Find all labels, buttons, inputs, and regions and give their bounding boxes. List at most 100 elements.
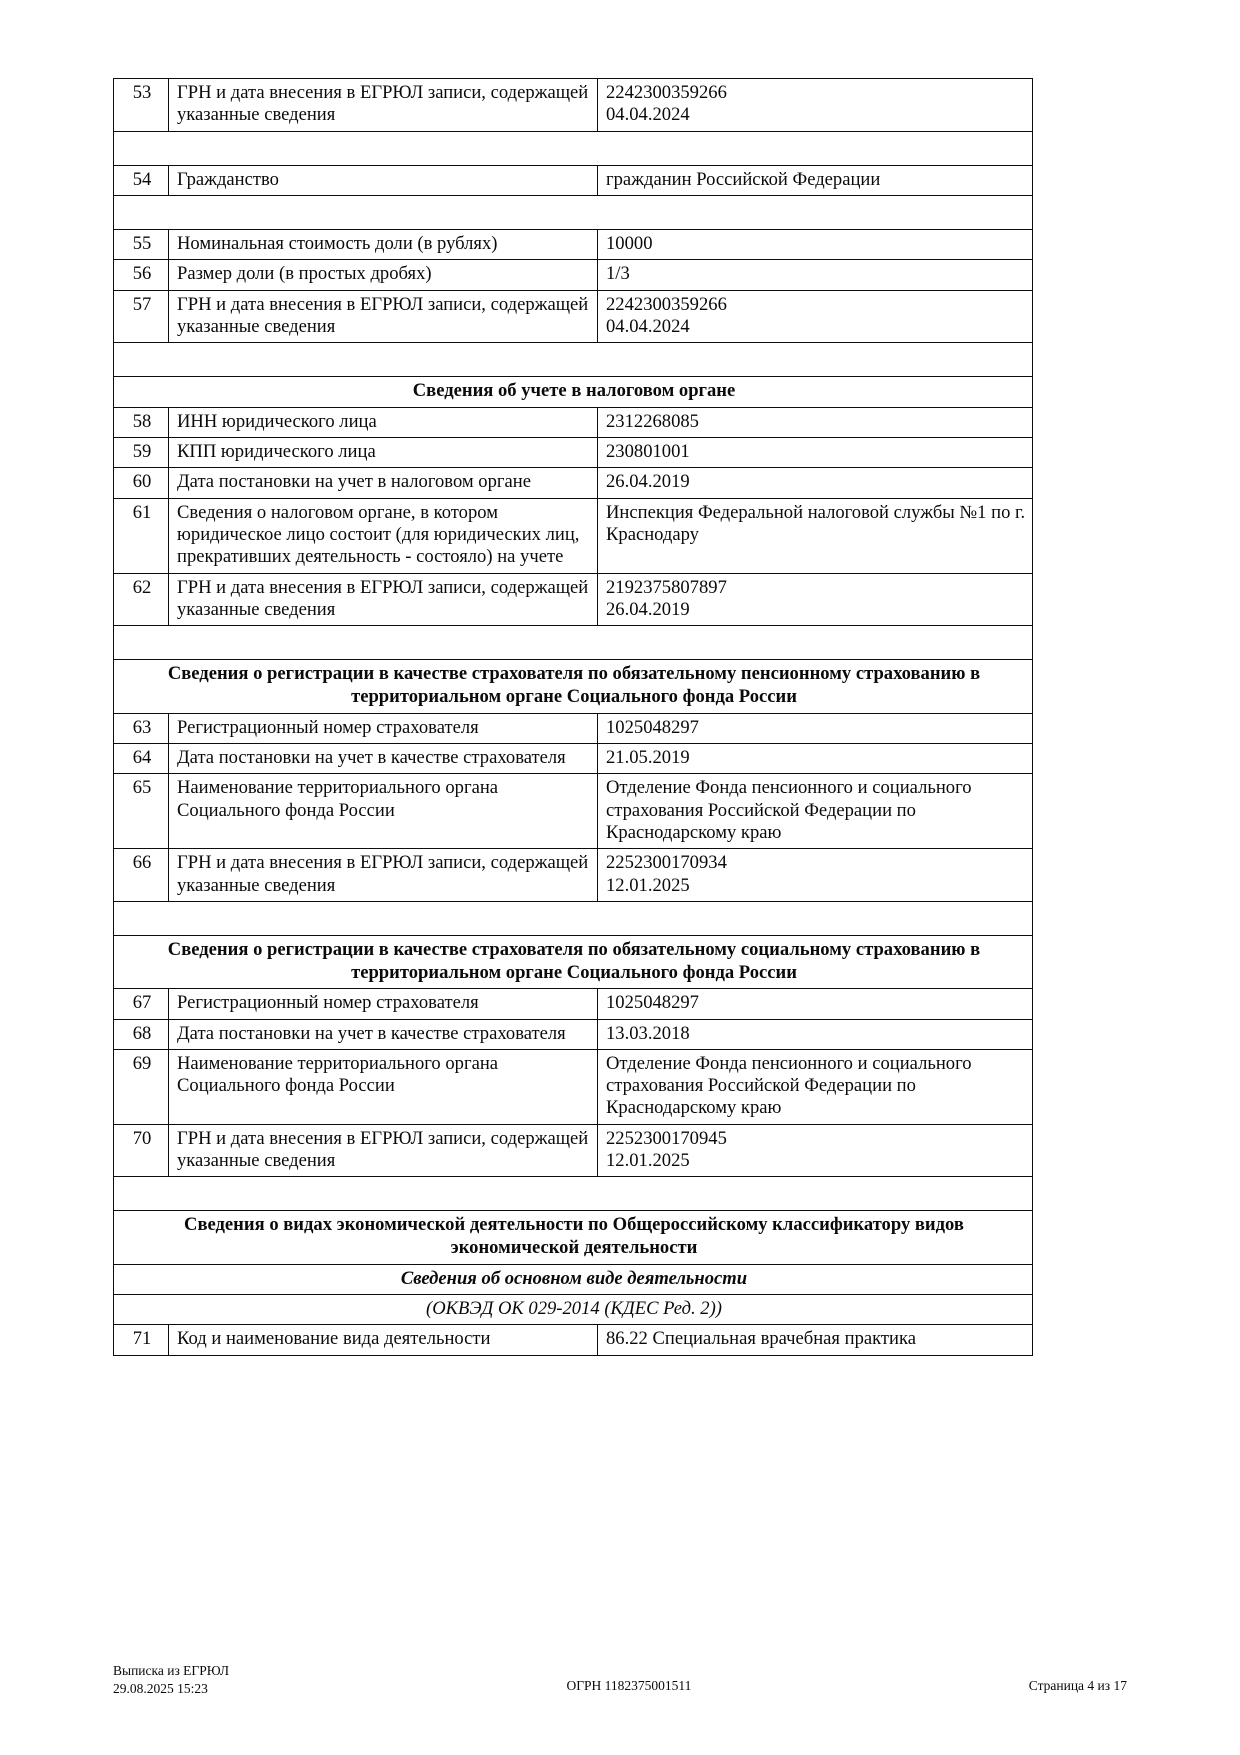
row-number: 66 <box>113 848 169 902</box>
table-row: 58 ИНН юридического лица 2312268085 <box>113 406 1033 439</box>
row-value: 2252300170934 12.01.2025 <box>597 848 1033 902</box>
table-row: 55 Номинальная стоимость доли (в рублях) 1… <box>113 228 1033 261</box>
table-section-row: Сведения об учете в налоговом органе <box>113 376 1033 408</box>
section-title: Сведения об основном виде деятельности <box>113 1263 1033 1296</box>
row-label: Код и наименование вида деятельности <box>168 1324 598 1356</box>
row-value: 86.22 Специальная врачебная практика <box>597 1324 1033 1356</box>
section-title: Сведения о регистрации в качестве страхо… <box>113 659 1033 714</box>
row-label: Наименование территориального органа Соц… <box>168 773 598 850</box>
row-number: 71 <box>113 1324 169 1356</box>
row-number: 64 <box>113 743 169 775</box>
spacer-cell <box>113 900 1033 936</box>
table-spacer-row <box>113 625 1033 661</box>
table-body: 53 ГРН и дата внесения в ЕГРЮЛ записи, со… <box>113 78 1033 1356</box>
row-label: Размер доли (в простых дробях) <box>168 259 598 291</box>
row-number: 63 <box>113 712 169 745</box>
row-value: 2312268085 <box>597 406 1033 439</box>
row-label: ГРН и дата внесения в ЕГРЮЛ записи, соде… <box>168 848 598 902</box>
row-label: ГРН и дата внесения в ЕГРЮЛ записи, соде… <box>168 289 598 344</box>
table-row: 62 ГРН и дата внесения в ЕГРЮЛ записи, со… <box>113 572 1033 627</box>
row-label: Наименование территориального органа Соц… <box>168 1048 598 1125</box>
row-number: 53 <box>113 78 169 132</box>
row-number: 67 <box>113 988 169 1020</box>
spacer-cell <box>113 625 1033 661</box>
section-title: Сведения о регистрации в качестве страхо… <box>113 934 1033 990</box>
row-value: 2192375807897 26.04.2019 <box>597 572 1033 627</box>
row-value: 1/3 <box>597 259 1033 291</box>
row-value: 21.05.2019 <box>597 743 1033 775</box>
table-spacer-row <box>113 194 1033 230</box>
row-number: 70 <box>113 1123 169 1178</box>
row-label: Дата постановки на учет в качестве страх… <box>168 1018 598 1050</box>
section-title: (ОКВЭД ОК 029-2014 (КДЕС Ред. 2)) <box>113 1294 1033 1326</box>
row-value: Отделение Фонда пенсионного и социальног… <box>597 773 1033 850</box>
row-label: ГРН и дата внесения в ЕГРЮЛ записи, соде… <box>168 572 598 627</box>
table-row: 54 Гражданство гражданин Российской Федера… <box>113 164 1033 196</box>
spacer-cell <box>113 194 1033 230</box>
table-row: 71 Код и наименование вида деятельности 86… <box>113 1324 1033 1356</box>
table-row: 61 Сведения о налоговом органе, в котором… <box>113 497 1033 574</box>
row-value: 13.03.2018 <box>597 1018 1033 1050</box>
row-value: 2242300359266 04.04.2024 <box>597 289 1033 344</box>
row-label: Регистрационный номер страхователя <box>168 988 598 1020</box>
row-number: 54 <box>113 164 169 196</box>
table-row: 67 Регистрационный номер страхователя 1025… <box>113 988 1033 1020</box>
row-number: 68 <box>113 1018 169 1050</box>
table-row: 59 КПП юридического лица 230801001 <box>113 437 1033 469</box>
row-number: 62 <box>113 572 169 627</box>
spacer-cell <box>113 130 1033 166</box>
row-label: Дата постановки на учет в качестве страх… <box>168 743 598 775</box>
row-label: ГРН и дата внесения в ЕГРЮЛ записи, соде… <box>168 1123 598 1178</box>
table-section-row: Сведения об основном виде деятельности <box>113 1263 1033 1296</box>
row-value: 1025048297 <box>597 988 1033 1020</box>
table-row: 66 ГРН и дата внесения в ЕГРЮЛ записи, со… <box>113 848 1033 902</box>
row-number: 69 <box>113 1048 169 1125</box>
row-label: КПП юридического лица <box>168 437 598 469</box>
table-spacer-row <box>113 900 1033 936</box>
row-label: Дата постановки на учет в налоговом орга… <box>168 467 598 499</box>
row-label: ИНН юридического лица <box>168 406 598 439</box>
row-value: гражданин Российской Федерации <box>597 164 1033 196</box>
row-value: Отделение Фонда пенсионного и социальног… <box>597 1048 1033 1125</box>
table-spacer-row <box>113 342 1033 378</box>
row-value: 1025048297 <box>597 712 1033 745</box>
row-number: 58 <box>113 406 169 439</box>
row-number: 56 <box>113 259 169 291</box>
row-value: 2242300359266 04.04.2024 <box>597 78 1033 132</box>
table-section-row: Сведения о регистрации в качестве страхо… <box>113 934 1033 990</box>
spacer-cell <box>113 1176 1033 1212</box>
row-value: Инспекция Федеральной налоговой службы №… <box>597 497 1033 574</box>
table-spacer-row <box>113 1176 1033 1212</box>
row-label: Регистрационный номер страхователя <box>168 712 598 745</box>
table-row: 56 Размер доли (в простых дробях) 1/3 <box>113 259 1033 291</box>
spacer-cell <box>113 342 1033 378</box>
table-row: 63 Регистрационный номер страхователя 1025… <box>113 712 1033 745</box>
table-section-row: (ОКВЭД ОК 029-2014 (КДЕС Ред. 2)) <box>113 1294 1033 1326</box>
row-number: 59 <box>113 437 169 469</box>
row-value: 10000 <box>597 228 1033 261</box>
row-number: 65 <box>113 773 169 850</box>
document-page: 53 ГРН и дата внесения в ЕГРЮЛ записи, со… <box>113 78 1033 1356</box>
row-number: 55 <box>113 228 169 261</box>
row-number: 60 <box>113 467 169 499</box>
table-row: 64 Дата постановки на учет в качестве стр… <box>113 743 1033 775</box>
row-number: 61 <box>113 497 169 574</box>
table-row: 57 ГРН и дата внесения в ЕГРЮЛ записи, со… <box>113 289 1033 344</box>
table-row: 68 Дата постановки на учет в качестве стр… <box>113 1018 1033 1050</box>
row-label: Номинальная стоимость доли (в рублях) <box>168 228 598 261</box>
table-row: 70 ГРН и дата внесения в ЕГРЮЛ записи, со… <box>113 1123 1033 1178</box>
section-title: Сведения об учете в налоговом органе <box>113 376 1033 408</box>
table-row: 65 Наименование территориального органа С… <box>113 773 1033 850</box>
footer-document-title: Выписка из ЕГРЮЛ 29.08.2025 15:23 <box>113 1663 230 1696</box>
table-row: 60 Дата постановки на учет в налоговом ор… <box>113 467 1033 499</box>
page-footer: Выписка из ЕГРЮЛ 29.08.2025 15:23 ОГРН 1… <box>113 1662 1127 1698</box>
row-label: Гражданство <box>168 164 598 196</box>
table-spacer-row <box>113 130 1033 166</box>
egrul-extract-table: 53 ГРН и дата внесения в ЕГРЮЛ записи, со… <box>113 78 1033 1356</box>
row-value: 2252300170945 12.01.2025 <box>597 1123 1033 1178</box>
table-section-row: Сведения о регистрации в качестве страхо… <box>113 659 1033 714</box>
row-value: 26.04.2019 <box>597 467 1033 499</box>
footer-page-number: Страница 4 из 17 <box>1028 1678 1127 1693</box>
row-label: ГРН и дата внесения в ЕГРЮЛ записи, соде… <box>168 78 598 132</box>
footer-ogrn: ОГРН 1182375001511 <box>566 1678 692 1693</box>
